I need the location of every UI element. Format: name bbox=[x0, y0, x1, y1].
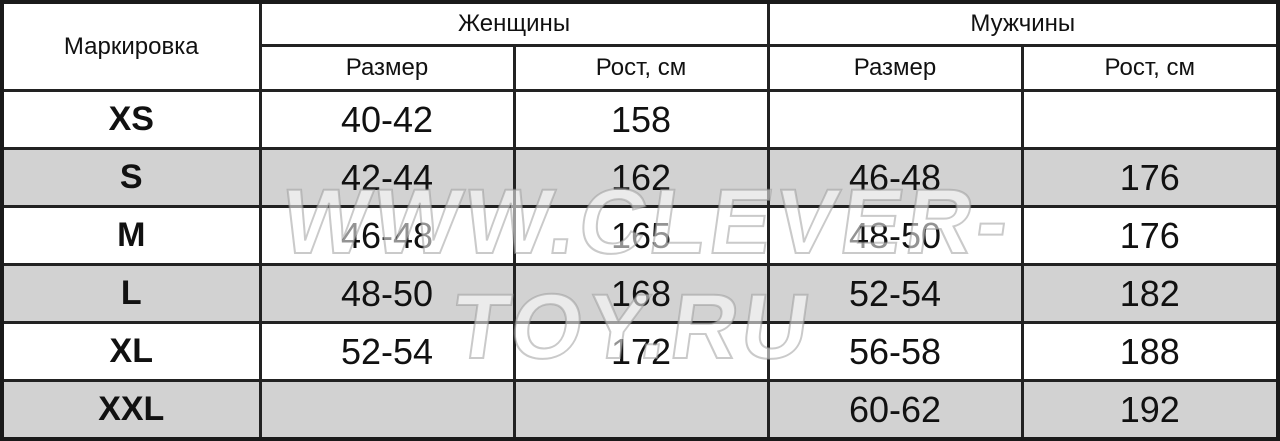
header-row-1: Маркировка Женщины Мужчины bbox=[0, 0, 1280, 92]
header-men-size: Размер bbox=[766, 44, 1024, 92]
header-row-2: Размер Рост, см Размер Рост, см bbox=[2, 44, 1280, 92]
men-size-cell: 46-48 bbox=[766, 147, 1024, 208]
women-height-cell: 158 bbox=[512, 89, 770, 150]
table-row: L 48-50 168 52-54 182 bbox=[0, 263, 1280, 324]
header-men-height: Рост, см bbox=[1020, 44, 1280, 92]
header-women-size: Размер bbox=[258, 44, 516, 92]
men-size-cell: 60-62 bbox=[766, 379, 1024, 441]
men-size-cell: 52-54 bbox=[766, 263, 1024, 324]
header-men: Мужчины bbox=[766, 0, 1280, 47]
women-size-cell bbox=[258, 379, 516, 441]
marking-cell: XS bbox=[0, 89, 262, 150]
men-size-cell: 48-50 bbox=[766, 205, 1024, 266]
men-height-cell: 176 bbox=[1020, 147, 1280, 208]
women-height-cell: 165 bbox=[512, 205, 770, 266]
table-row: XL 52-54 172 56-58 188 bbox=[0, 321, 1280, 382]
women-size-cell: 40-42 bbox=[258, 89, 516, 150]
table-row: XXL 60-62 192 bbox=[0, 379, 1280, 441]
marking-cell: XXL bbox=[0, 379, 262, 441]
women-height-cell: 172 bbox=[512, 321, 770, 382]
header-women: Женщины bbox=[258, 0, 770, 47]
men-height-cell bbox=[1020, 89, 1280, 150]
table-row: M 46-48 165 48-50 176 bbox=[0, 205, 1280, 266]
table-row: XS 40-42 158 bbox=[0, 89, 1280, 150]
men-size-cell bbox=[766, 89, 1024, 150]
table-row: S 42-44 162 46-48 176 bbox=[0, 147, 1280, 208]
women-size-cell: 46-48 bbox=[258, 205, 516, 266]
header-women-height: Рост, см bbox=[512, 44, 770, 92]
marking-cell: M bbox=[0, 205, 262, 266]
women-height-cell: 162 bbox=[512, 147, 770, 208]
women-size-cell: 42-44 bbox=[258, 147, 516, 208]
men-height-cell: 188 bbox=[1020, 321, 1280, 382]
marking-cell: XL bbox=[0, 321, 262, 382]
men-height-cell: 192 bbox=[1020, 379, 1280, 441]
women-size-cell: 52-54 bbox=[258, 321, 516, 382]
women-height-cell bbox=[512, 379, 770, 441]
marking-cell: L bbox=[0, 263, 262, 324]
men-height-cell: 182 bbox=[1020, 263, 1280, 324]
men-size-cell: 56-58 bbox=[766, 321, 1024, 382]
women-height-cell: 168 bbox=[512, 263, 770, 324]
marking-cell: S bbox=[0, 147, 262, 208]
women-size-cell: 48-50 bbox=[258, 263, 516, 324]
header-marking: Маркировка bbox=[0, 0, 262, 92]
men-height-cell: 176 bbox=[1020, 205, 1280, 266]
